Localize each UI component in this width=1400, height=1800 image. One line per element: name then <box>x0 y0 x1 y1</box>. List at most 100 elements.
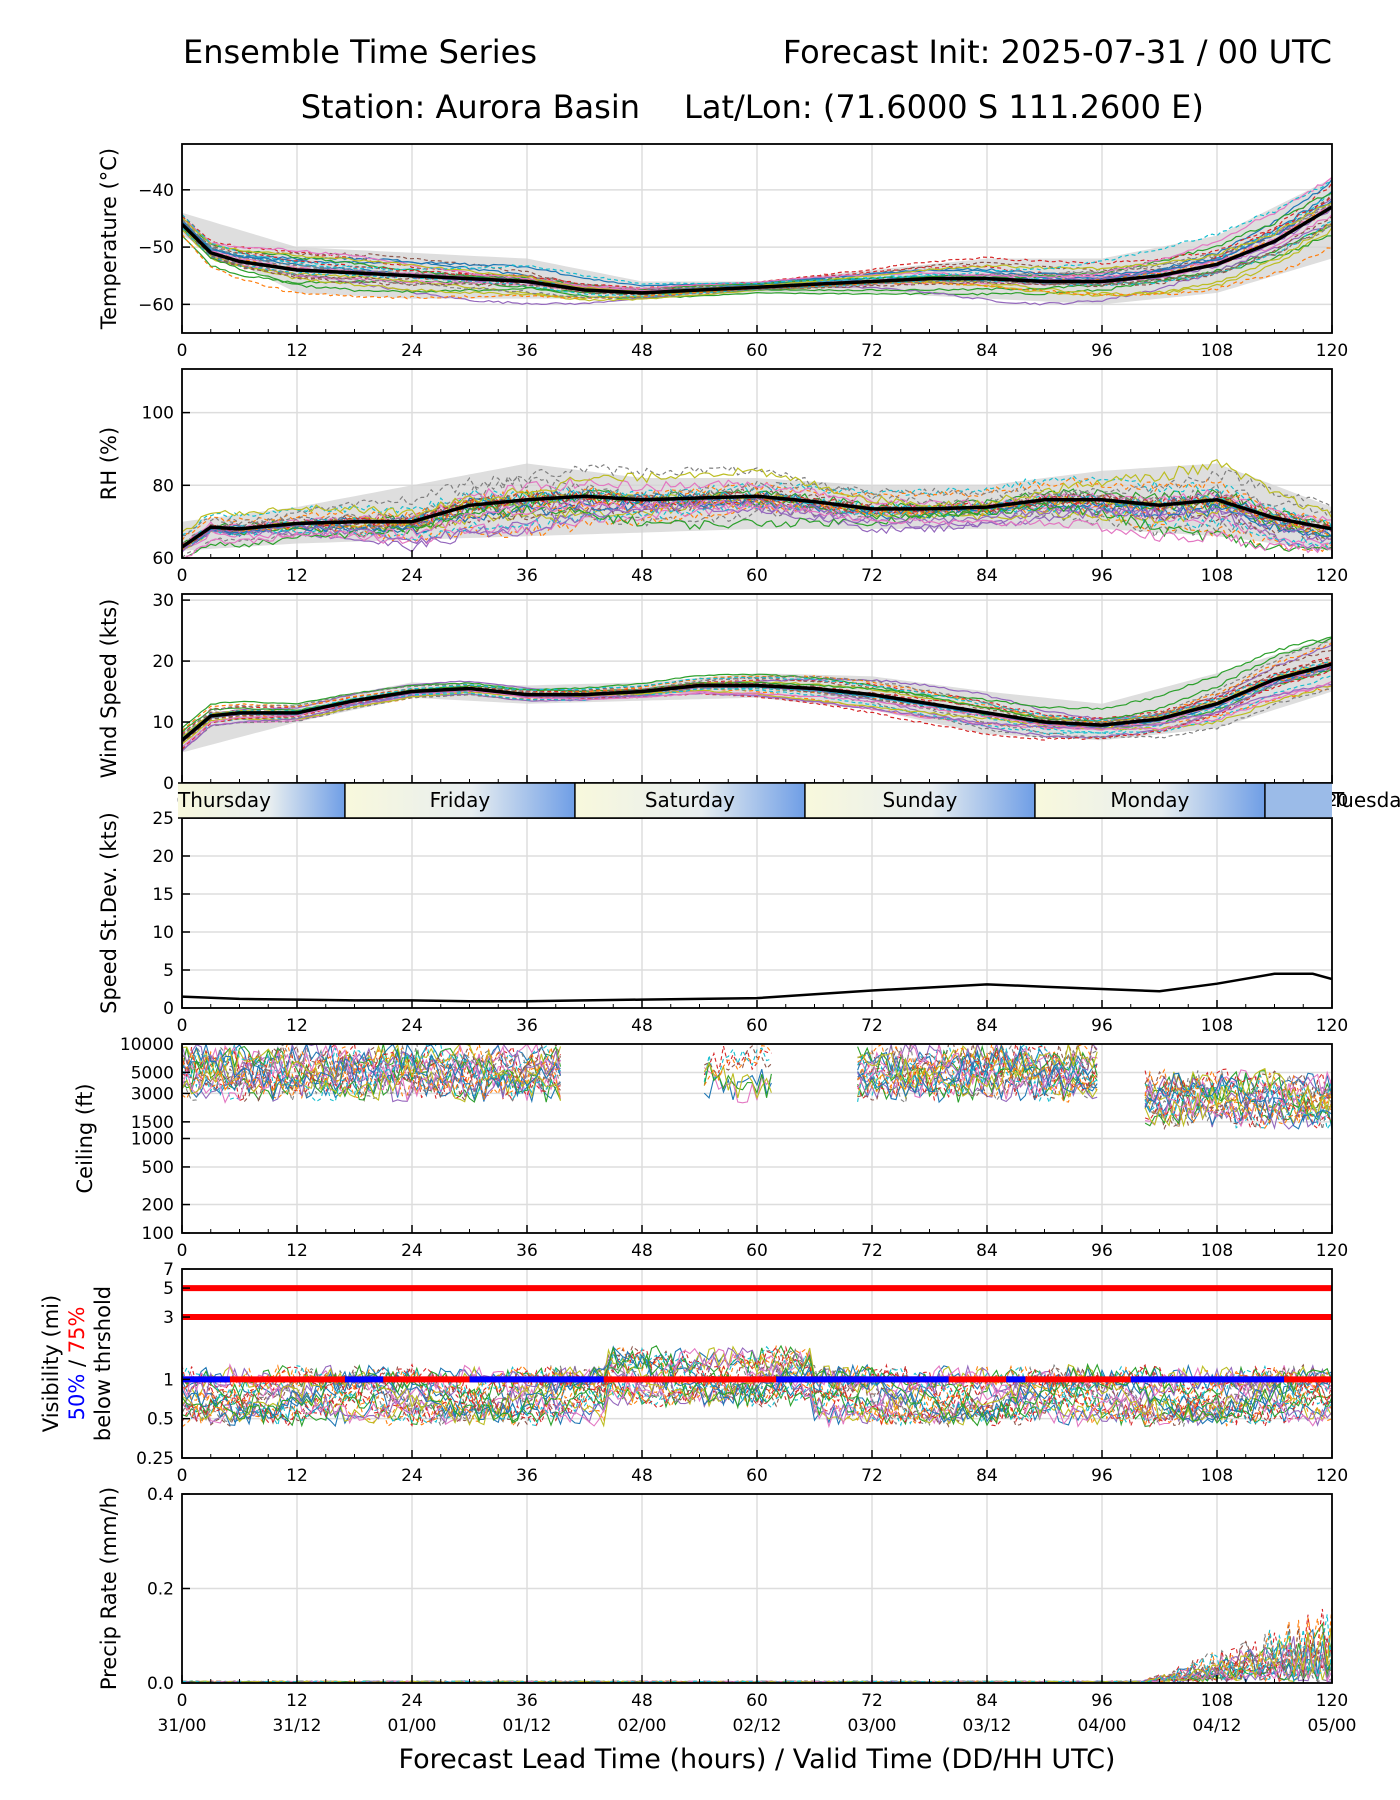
member-line <box>182 1345 1332 1428</box>
y-tick-label: 80 <box>152 476 174 496</box>
x-tick-label: 84 <box>976 1241 998 1261</box>
plot-temperature <box>182 176 1332 306</box>
x-tick-label: 36 <box>516 1466 538 1486</box>
x-tick-label: 120 <box>1316 341 1348 361</box>
plot-rh <box>182 458 1332 558</box>
y-tick-label: 7 <box>163 1260 174 1280</box>
x-axis-label: Forecast Lead Time (hours) / Valid Time … <box>399 1744 1116 1775</box>
y-tick-label: 0.2 <box>147 1580 174 1600</box>
member-line <box>182 1044 1332 1129</box>
day-label: Tuesday <box>1331 788 1400 812</box>
ensemble-mean-line <box>182 662 1332 742</box>
y-tick-label: 5 <box>163 961 174 981</box>
y-tick-label: 0 <box>163 999 174 1019</box>
member-line <box>182 1347 1332 1427</box>
plot-ceiling <box>182 1044 1332 1131</box>
x-tick-label: 96 <box>1091 1241 1113 1261</box>
x-tick-label: 120 <box>1316 1016 1348 1036</box>
member-line <box>182 1044 1332 1130</box>
y-tick-label: 200 <box>142 1196 174 1216</box>
y-tick-label: 10 <box>152 923 174 943</box>
x-tick-label: 96 <box>1091 1691 1113 1711</box>
valid-time-label: 31/00 <box>158 1716 207 1736</box>
x-tick-label: 108 <box>1201 1691 1233 1711</box>
member-line <box>182 683 1332 752</box>
valid-time-label: 03/00 <box>848 1716 897 1736</box>
x-tick-label: 12 <box>286 566 308 586</box>
member-line <box>182 1044 1332 1131</box>
x-tick-label: 96 <box>1091 341 1113 361</box>
x-tick-label: 36 <box>516 1241 538 1261</box>
y-tick-label: 5000 <box>131 1063 174 1083</box>
member-line <box>182 1044 1332 1129</box>
x-tick-label: 48 <box>631 1241 653 1261</box>
x-tick-label: 108 <box>1201 341 1233 361</box>
x-tick-label: 24 <box>401 1241 423 1261</box>
y-tick-label: 5 <box>163 1279 174 1299</box>
member-line <box>182 643 1332 732</box>
member-line <box>182 495 1332 553</box>
latlon-label: Lat/Lon: (71.6000 S 111.2600 E) <box>684 88 1204 126</box>
x-tick-label: 108 <box>1201 566 1233 586</box>
day-band-segment <box>574 783 805 818</box>
x-tick-label: 108 <box>1201 1466 1233 1486</box>
x-tick-label: 96 <box>1091 1466 1113 1486</box>
x-tick-label: 96 <box>1091 1016 1113 1036</box>
pct-50: 50% <box>65 1374 89 1421</box>
day-band-segment <box>1034 783 1265 818</box>
valid-time-ticks: 31/00 31/12 01/00 01/12 02/00 02/12 03/00 03/12… <box>158 1716 1357 1736</box>
pct-75: 75% <box>65 1307 89 1354</box>
y-tick-label: 20 <box>152 652 174 672</box>
plot-wind_speed <box>182 636 1332 753</box>
member-line <box>182 1344 1332 1428</box>
member-line <box>182 1347 1332 1427</box>
y-tick-label: 100 <box>142 1224 174 1244</box>
valid-time-label: 02/12 <box>733 1716 782 1736</box>
day-label: Sunday <box>882 788 957 812</box>
x-tick-label: 72 <box>861 1466 883 1486</box>
day-label: Monday <box>1110 788 1189 812</box>
member-line <box>182 181 1332 285</box>
x-tick-label: 36 <box>516 341 538 361</box>
y-tick-label: 15 <box>152 885 174 905</box>
member-line <box>182 1044 1332 1131</box>
x-tick-label: 12 <box>286 1016 308 1036</box>
x-tick-label: 84 <box>976 1016 998 1036</box>
ensemble-mean-line <box>182 494 1332 549</box>
x-tick-label: 84 <box>976 566 998 586</box>
x-tick-label: 60 <box>746 566 768 586</box>
x-tick-label: 48 <box>631 341 653 361</box>
x-tick-label: 24 <box>401 1691 423 1711</box>
x-tick-label: 72 <box>861 341 883 361</box>
day-band-segment <box>1264 783 1332 818</box>
x-tick-label: 0 <box>177 1016 188 1036</box>
x-tick-label: 60 <box>746 1016 768 1036</box>
x-tick-label: 24 <box>401 1466 423 1486</box>
member-line <box>182 474 1332 544</box>
y-tick-label: 10000 <box>120 1035 174 1055</box>
member-line <box>182 1346 1332 1427</box>
x-tick-label: 120 <box>1316 1691 1348 1711</box>
x-tick-label: 0 <box>177 1691 188 1711</box>
valid-time-label: 31/12 <box>273 1716 322 1736</box>
valid-time-label: 04/12 <box>1193 1716 1242 1736</box>
stdev-line <box>182 972 1332 1003</box>
member-line <box>182 1044 1332 1128</box>
x-tick-label: 36 <box>516 1691 538 1711</box>
grid-temperature <box>182 144 1332 333</box>
x-tick-label: 0 <box>177 1241 188 1261</box>
y-tick-label: 0 <box>163 774 174 794</box>
x-tick-label: 84 <box>976 1691 998 1711</box>
grid-speed_stdev <box>182 818 1332 1008</box>
x-tick-label: 84 <box>976 1466 998 1486</box>
valid-time-label: 01/12 <box>503 1716 552 1736</box>
x-tick-label: 24 <box>401 566 423 586</box>
x-tick-label: 84 <box>976 341 998 361</box>
valid-time-label: 02/00 <box>618 1716 667 1736</box>
y-axis-label: Visibility (mi) <box>39 1295 63 1432</box>
plot-visibility <box>182 1285 1332 1429</box>
member-line <box>182 202 1332 291</box>
y-tick-label: 0.25 <box>136 1449 174 1469</box>
day-label: Thursday <box>177 788 271 812</box>
x-tick-label: 72 <box>861 1241 883 1261</box>
